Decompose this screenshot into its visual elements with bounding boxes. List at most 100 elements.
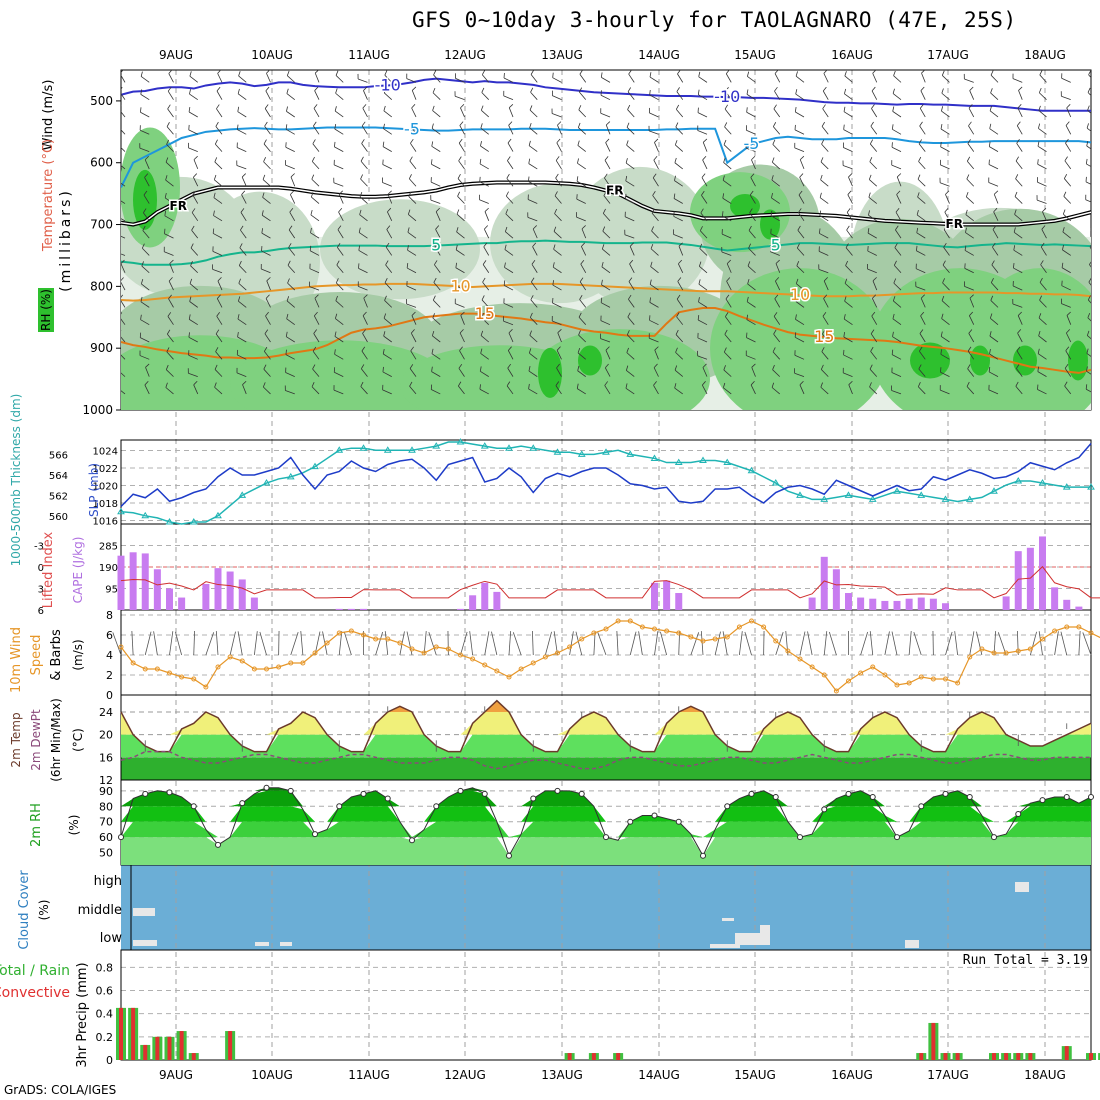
- wind-barb-flag: [143, 208, 147, 213]
- wind-barb-flag: [895, 225, 899, 231]
- wind-barb-flag: [747, 279, 750, 285]
- wind-barb-flag: [189, 89, 191, 95]
- wind-barb-flag: [217, 294, 221, 299]
- wind-barb-flag: [870, 121, 874, 127]
- wind-barb: [1086, 370, 1091, 375]
- wind-barb: [576, 198, 586, 204]
- cape-bar: [1002, 596, 1010, 610]
- wind-barb: [699, 266, 708, 274]
- wind-barb: [869, 386, 878, 395]
- wind-barb-flag: [940, 124, 943, 130]
- wind-barb: [915, 268, 926, 274]
- wind-barb: [362, 107, 368, 118]
- wind-barb-flag: [893, 260, 897, 266]
- wind-barb: [891, 164, 902, 170]
- wind-barb: [141, 283, 150, 291]
- precip-bar-convective: [1028, 1053, 1033, 1060]
- wind-tick-label: 4: [106, 649, 113, 662]
- wind-barb-flag: [1039, 295, 1043, 301]
- wind-barb-flag: [871, 311, 876, 317]
- wind-barb: [649, 112, 659, 118]
- wind-barb: [625, 180, 635, 187]
- wind-barb: [750, 177, 756, 187]
- wind-barb-flag: [191, 225, 195, 231]
- wind-barb: [121, 354, 126, 360]
- wind-barb: [215, 126, 223, 135]
- wind-speed-marker: [348, 628, 354, 634]
- wind-barb-flag: [604, 173, 608, 179]
- wind-barb: [702, 367, 708, 377]
- wind-barb: [751, 367, 756, 377]
- wind-barb-flag: [702, 363, 707, 368]
- wind-speed-marker: [870, 664, 876, 670]
- wind-barb: [1065, 350, 1072, 360]
- wind-barb: [214, 369, 223, 377]
- wind-barb: [993, 211, 999, 222]
- wind-barb: [530, 299, 538, 308]
- wind-barb: [121, 218, 126, 222]
- wind-barb: [310, 232, 320, 239]
- wind-barb: [313, 333, 320, 343]
- wind-barb: [650, 266, 659, 274]
- wind-barb-flag: [1038, 87, 1042, 93]
- wind-barb: [503, 302, 514, 308]
- cloud-background: [121, 865, 1091, 950]
- wind-speed-marker: [1003, 650, 1009, 656]
- thickness-marker: [650, 454, 659, 461]
- wind-barb-flag: [360, 381, 364, 387]
- wind-barb-flag: [1088, 277, 1091, 283]
- cloud-cell: [1015, 882, 1029, 892]
- day-label-bottom: 9AUG: [159, 1068, 193, 1082]
- wind-barb: [236, 372, 247, 377]
- wind-barb-flag: [749, 190, 754, 196]
- wind-barb-flag: [460, 104, 465, 109]
- wind-barb: [577, 352, 587, 360]
- wind-barb-flag: [773, 104, 777, 110]
- wind-barb: [454, 95, 465, 101]
- wind-barb: [383, 335, 392, 343]
- wind-barb-flag: [578, 312, 582, 318]
- wind-barb-flag: [216, 104, 220, 109]
- rh-marker: [894, 834, 900, 841]
- wind-barb: [431, 128, 441, 135]
- cape-bar: [141, 553, 149, 610]
- wind-barb: [821, 369, 829, 377]
- wind-barb-flag: [819, 210, 822, 216]
- wind-barb-flag: [794, 106, 797, 113]
- wind-barb: [460, 107, 465, 118]
- thickness-marker: [699, 456, 707, 463]
- precip-bar-convective: [931, 1022, 936, 1060]
- wind-barb: [751, 159, 756, 170]
- legend-label: 2m RH: [29, 803, 44, 847]
- wind-barb-flag: [528, 140, 531, 146]
- wind-barb-flag: [407, 245, 409, 251]
- wind-barb: [1015, 178, 1023, 187]
- wind-barb: [1063, 196, 1072, 204]
- wind-barb: [383, 317, 393, 325]
- wind-barb: [896, 176, 902, 187]
- wind-barb: [823, 73, 829, 83]
- wind-barb: [286, 336, 295, 343]
- wind-barb: [384, 74, 393, 83]
- wind-barb: [312, 143, 320, 152]
- wind-barb-flag: [919, 121, 923, 127]
- wind-barb-flag: [290, 190, 295, 195]
- wind-barb-flag: [435, 225, 440, 230]
- wind-barb-flag: [217, 277, 222, 282]
- wind-barb-flag: [118, 122, 120, 126]
- wind-barb: [213, 197, 223, 204]
- wind-barb: [334, 110, 344, 118]
- wind-barb-flag: [988, 141, 991, 147]
- wind-barb-flag: [698, 71, 701, 77]
- wind-barb: [262, 197, 271, 204]
- wind-barb: [605, 124, 611, 135]
- wind-barb-flag: [264, 104, 269, 109]
- wind-barb-flag: [1064, 381, 1068, 387]
- wind-barb-flag: [943, 225, 948, 230]
- wind-barb-flag: [627, 312, 631, 318]
- wind-barb: [893, 75, 902, 83]
- rh-marker: [457, 787, 464, 794]
- wind-barb-flag: [698, 279, 701, 285]
- wind-barb-flag: [141, 261, 144, 267]
- surface-wind-barb: [532, 631, 534, 656]
